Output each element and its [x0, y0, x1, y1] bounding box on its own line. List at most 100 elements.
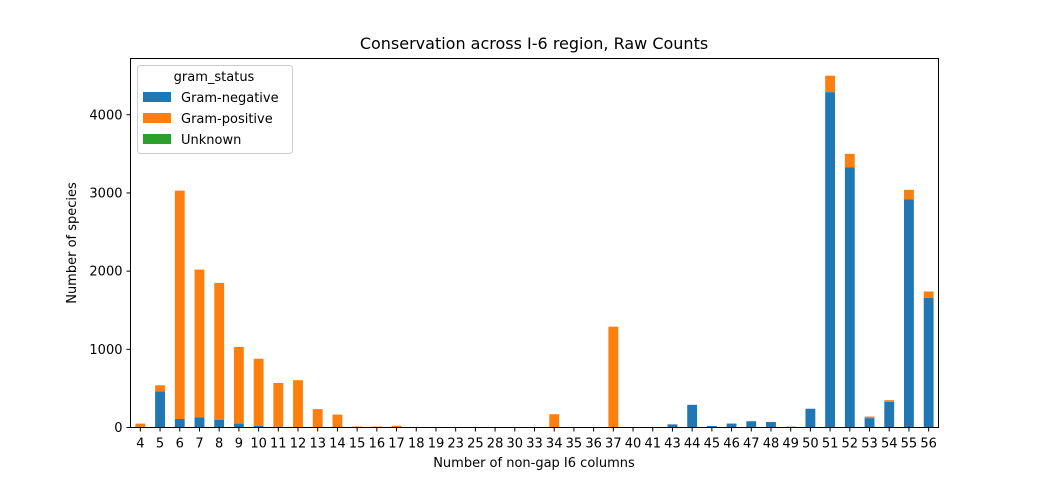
bar-gram-negative-47	[746, 421, 757, 428]
bar-gram-negative-43	[667, 424, 678, 428]
y-tick-label: 0	[114, 421, 122, 436]
x-tick-label: 50	[802, 437, 819, 452]
x-tick-label: 11	[270, 437, 287, 452]
x-tick-label: 28	[487, 437, 504, 452]
bar-gram-positive-51	[825, 75, 836, 93]
x-tick-label: 56	[920, 437, 937, 452]
bar-gram-negative-5	[155, 391, 165, 428]
x-tick-label: 40	[625, 437, 642, 452]
bar-gram-positive-5	[155, 385, 165, 392]
y-tick-label: 3000	[89, 186, 122, 201]
bars-group	[135, 75, 934, 428]
bar-gram-positive-4	[135, 423, 146, 427]
y-axis-ticks: 0 1000 2000 3000 4000	[89, 108, 131, 436]
bar-gram-negative-45	[706, 425, 717, 428]
x-tick-label: 49	[782, 437, 799, 452]
bar-gram-negative-56	[923, 297, 934, 428]
bar-gram-positive-15	[352, 426, 363, 428]
x-tick-label: 8	[215, 437, 223, 452]
bar-gram-positive-6	[174, 190, 185, 419]
x-axis-ticks: 4 5 6 7 8 9 10 11 12 13 14 15 16 17 18 19 23 25 28 30 33 34 35…	[136, 427, 937, 452]
y-tick-label: 4000	[89, 108, 122, 123]
y-tick-label: 1000	[89, 343, 122, 358]
x-tick-label: 17	[388, 437, 405, 452]
bar-gram-positive-55	[904, 189, 914, 200]
bar-gram-negative-46	[726, 423, 737, 428]
x-tick-label: 4	[136, 437, 144, 452]
bar-gram-negative-55	[904, 199, 914, 428]
x-tick-label: 34	[546, 437, 563, 452]
y-tick-label: 2000	[89, 265, 122, 280]
bar-gram-positive-37	[608, 326, 619, 428]
bar-gram-positive-9	[233, 346, 244, 424]
bar-gram-negative-54	[884, 401, 895, 428]
x-tick-label: 52	[842, 437, 859, 452]
x-tick-label: 53	[861, 437, 878, 452]
bar-gram-positive-16	[371, 426, 382, 428]
bar-gram-positive-17	[391, 425, 402, 428]
x-tick-label: 54	[881, 437, 898, 452]
x-tick-label: 51	[822, 437, 839, 452]
bar-gram-positive-8	[214, 282, 225, 420]
legend-title: gram_status	[174, 70, 255, 85]
x-tick-label: 45	[704, 437, 721, 452]
bar-gram-positive-53	[864, 416, 875, 419]
x-tick-label: 15	[349, 437, 366, 452]
legend-swatch-gram-positive	[143, 113, 171, 123]
legend-entries: Gram-negative Gram-positive Unknown	[143, 91, 279, 148]
x-tick-label: 35	[566, 437, 583, 452]
x-tick-label: 41	[644, 437, 661, 452]
bar-gram-positive-7	[194, 269, 205, 418]
bar-gram-positive-10	[253, 358, 264, 426]
chart-title: Conservation across I-6 region, Raw Coun…	[360, 34, 708, 53]
legend: gram_status Gram-negative Gram-positive Un…	[137, 65, 293, 154]
x-tick-label: 5	[156, 437, 164, 452]
x-tick-label: 46	[723, 437, 740, 452]
legend-box	[137, 65, 293, 154]
bar-gram-positive-11	[273, 382, 284, 427]
legend-label-unknown: Unknown	[181, 133, 241, 148]
legend-swatch-unknown	[143, 134, 171, 144]
x-tick-label: 18	[408, 437, 425, 452]
bar-gram-negative-6	[174, 418, 185, 428]
y-axis-label: Number of species	[65, 182, 80, 304]
x-tick-label: 19	[428, 437, 445, 452]
bar-gram-negative-7	[194, 417, 205, 428]
bar-gram-positive-14	[332, 414, 343, 428]
x-tick-label: 6	[176, 437, 184, 452]
x-tick-label: 47	[743, 437, 760, 452]
x-axis-label: Number of non-gap I6 columns	[433, 456, 635, 471]
bar-gram-negative-9	[233, 423, 244, 428]
x-tick-label: 44	[684, 437, 701, 452]
bar-gram-negative-44	[687, 404, 698, 428]
x-tick-label: 7	[195, 437, 203, 452]
bar-gram-positive-52	[844, 153, 855, 168]
x-tick-label: 12	[290, 437, 307, 452]
bar-gram-positive-56	[923, 291, 934, 298]
x-tick-label: 55	[901, 437, 918, 452]
bar-gram-positive-13	[312, 409, 323, 428]
x-tick-label: 30	[507, 437, 524, 452]
bar-gram-negative-48	[766, 422, 776, 428]
bar-gram-negative-53	[864, 418, 875, 428]
x-tick-label: 37	[605, 437, 622, 452]
bar-gram-negative-8	[214, 419, 225, 428]
bar-gram-negative-51	[825, 92, 836, 428]
plot-frame	[130, 58, 939, 428]
x-tick-label: 43	[664, 437, 681, 452]
bar-gram-positive-54	[884, 400, 895, 402]
x-tick-label: 23	[447, 437, 464, 452]
legend-label-gram-positive: Gram-positive	[181, 112, 273, 127]
legend-swatch-gram-negative	[143, 92, 171, 102]
x-tick-label: 14	[329, 437, 346, 452]
bar-gram-negative-10	[253, 425, 264, 428]
x-tick-label: 13	[309, 437, 326, 452]
x-tick-label: 48	[763, 437, 780, 452]
x-tick-label: 25	[467, 437, 484, 452]
x-tick-label: 10	[250, 437, 267, 452]
legend-label-gram-negative: Gram-negative	[181, 91, 279, 106]
x-tick-label: 33	[526, 437, 543, 452]
bar-gram-positive-34	[549, 414, 560, 428]
